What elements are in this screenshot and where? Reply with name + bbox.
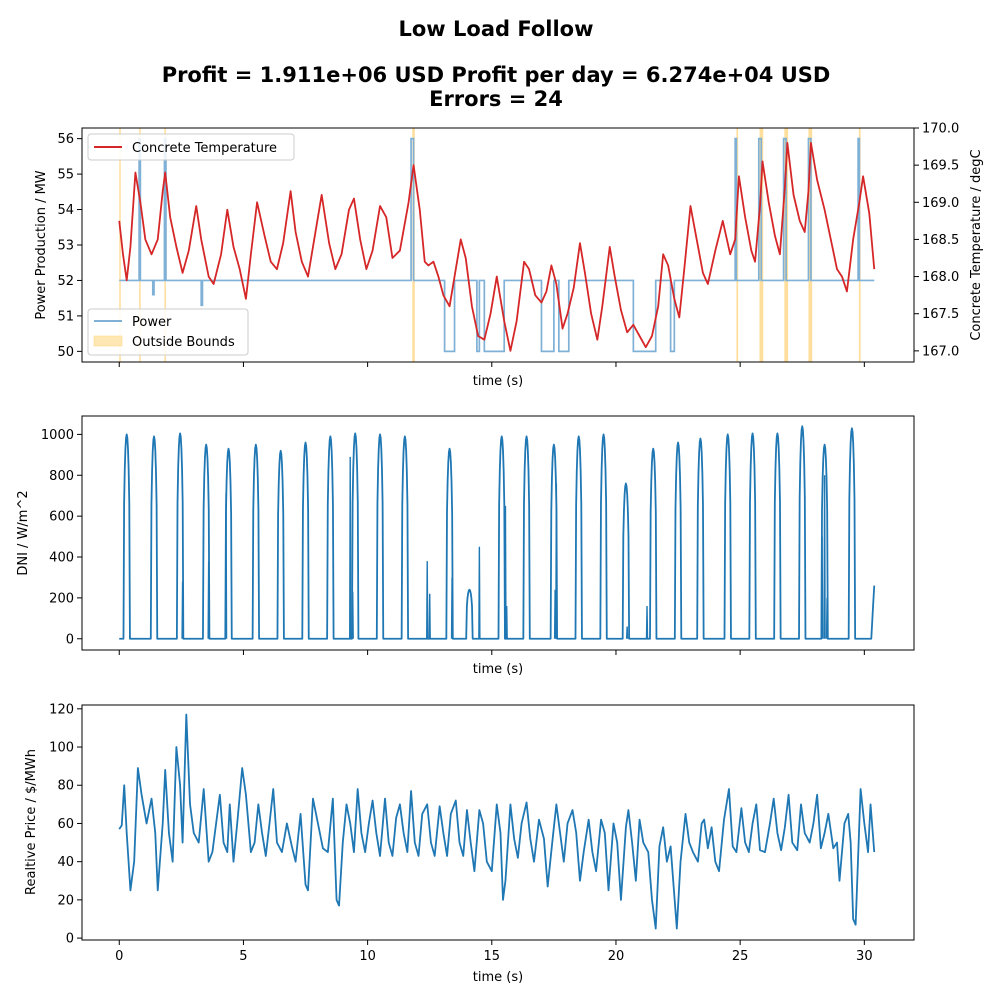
dni-spike bbox=[351, 591, 354, 639]
dni-x-axis-label: time (s) bbox=[473, 662, 523, 677]
y2-tick-label: 169.5 bbox=[922, 159, 959, 174]
lower-legend: Power Outside Bounds bbox=[87, 308, 249, 356]
price-y-axis-label: Realtive Price / $/MWh bbox=[24, 749, 39, 895]
y-tick-label: 200 bbox=[49, 591, 74, 606]
x-tick-label: 5 bbox=[239, 949, 247, 964]
y-tick-label: 0 bbox=[66, 932, 74, 947]
y-tick-label: 54 bbox=[57, 203, 74, 218]
y2-tick-label: 170.0 bbox=[922, 122, 959, 137]
price-frame bbox=[81, 704, 915, 941]
x-tick-label: 10 bbox=[359, 949, 376, 964]
price-x-axis-label: time (s) bbox=[473, 970, 523, 985]
outside-bounds-band bbox=[119, 128, 121, 362]
dni-spike bbox=[181, 581, 184, 639]
y-tick-label: 51 bbox=[57, 309, 74, 324]
y2-tick-label: 167.0 bbox=[922, 344, 959, 359]
power-temperature-panel: 50 51 52 53 54 55 56 167.0 167.5 168.0 168.5 169.0 1… bbox=[34, 122, 984, 390]
dni-spike bbox=[625, 626, 629, 639]
dni-panel: 0 200 400 600 800 1000 time (s) DNI / W/m^2 bbox=[16, 415, 915, 677]
price-line bbox=[118, 713, 876, 930]
power-temperature-axes: 50 51 52 53 54 55 56 167.0 167.5 168.0 168.5 169.0 1… bbox=[57, 122, 959, 367]
dni-line bbox=[119, 425, 876, 640]
dni-spike bbox=[349, 456, 352, 639]
legend-temperature-label: Concrete Temperature bbox=[132, 141, 277, 156]
y-tick-label: 20 bbox=[57, 893, 74, 908]
y-tick-label: 0 bbox=[66, 632, 74, 647]
y-tick-label: 53 bbox=[57, 239, 74, 254]
dni-y-axis-label: DNI / W/m^2 bbox=[16, 490, 31, 575]
y2-tick-label: 169.0 bbox=[922, 196, 959, 211]
y-tick-label: 40 bbox=[57, 855, 74, 870]
concrete-temperature-line bbox=[118, 141, 876, 352]
y-tick-label: 80 bbox=[57, 779, 74, 794]
price-plot-area bbox=[118, 713, 876, 930]
x-tick-label: 15 bbox=[484, 949, 501, 964]
dni-spike bbox=[555, 483, 558, 639]
dni-spike bbox=[428, 593, 431, 639]
legend-power-label: Power bbox=[132, 315, 172, 330]
price-axes: 0 5 10 15 20 25 30 0 20 40 60 80 100 120 bbox=[49, 702, 872, 964]
y-tick-label: 55 bbox=[57, 168, 74, 183]
outside-bounds-band bbox=[736, 128, 739, 362]
dni-spike bbox=[504, 505, 507, 639]
y-tick-label: 400 bbox=[49, 551, 74, 566]
dni-spike bbox=[478, 546, 481, 639]
dni-frame bbox=[81, 415, 915, 651]
figure-subtitle-errors: Errors = 24 bbox=[429, 87, 563, 111]
dni-spike bbox=[426, 561, 429, 639]
dni-spike bbox=[645, 606, 649, 639]
dni-spike bbox=[450, 577, 454, 639]
power-y-axis-label: Power Production / MW bbox=[34, 170, 49, 319]
y-tick-label: 100 bbox=[49, 741, 74, 756]
power-temperature-plot-area bbox=[118, 128, 876, 362]
upper-legend: Concrete Temperature bbox=[87, 133, 295, 161]
lower-legend-box bbox=[87, 308, 249, 356]
dni-spike bbox=[224, 493, 228, 639]
dni-plot-area bbox=[119, 425, 876, 640]
y-tick-label: 52 bbox=[57, 274, 74, 289]
dni-spike bbox=[823, 475, 826, 639]
dni-spike bbox=[207, 561, 210, 639]
y-tick-label: 600 bbox=[49, 510, 74, 525]
y-tick-label: 50 bbox=[57, 345, 74, 360]
y-tick-label: 120 bbox=[49, 702, 74, 717]
upper-legend-box bbox=[87, 133, 295, 161]
y-tick-label: 1000 bbox=[41, 428, 74, 443]
figure-subtitle-profit: Profit = 1.911e+06 USD Profit per day = … bbox=[162, 63, 831, 87]
y2-tick-label: 167.5 bbox=[922, 307, 959, 322]
dni-axes: 0 200 400 600 800 1000 bbox=[41, 428, 865, 655]
x-tick-label: 20 bbox=[608, 949, 625, 964]
y-tick-label: 800 bbox=[49, 469, 74, 484]
dni-spike bbox=[825, 597, 829, 639]
price-panel: 0 5 10 15 20 25 30 0 20 40 60 80 100 120 time (s) Rea… bbox=[24, 702, 915, 985]
power-x-axis-label: time (s) bbox=[473, 374, 523, 389]
dni-spike bbox=[820, 536, 824, 639]
figure-title: Low Load Follow bbox=[399, 17, 594, 41]
dni-spike bbox=[505, 606, 508, 639]
x-tick-label: 30 bbox=[856, 949, 873, 964]
y-tick-label: 60 bbox=[57, 817, 74, 832]
y2-tick-label: 168.5 bbox=[922, 233, 959, 248]
y-tick-label: 56 bbox=[57, 132, 74, 147]
legend-outside-bounds-swatch bbox=[93, 335, 123, 347]
legend-outside-bounds-label: Outside Bounds bbox=[132, 335, 235, 350]
temperature-y-axis-label: Concrete Temperature / degC bbox=[969, 149, 984, 340]
x-tick-label: 0 bbox=[115, 949, 123, 964]
y2-tick-label: 168.0 bbox=[922, 270, 959, 285]
x-tick-label: 25 bbox=[732, 949, 749, 964]
